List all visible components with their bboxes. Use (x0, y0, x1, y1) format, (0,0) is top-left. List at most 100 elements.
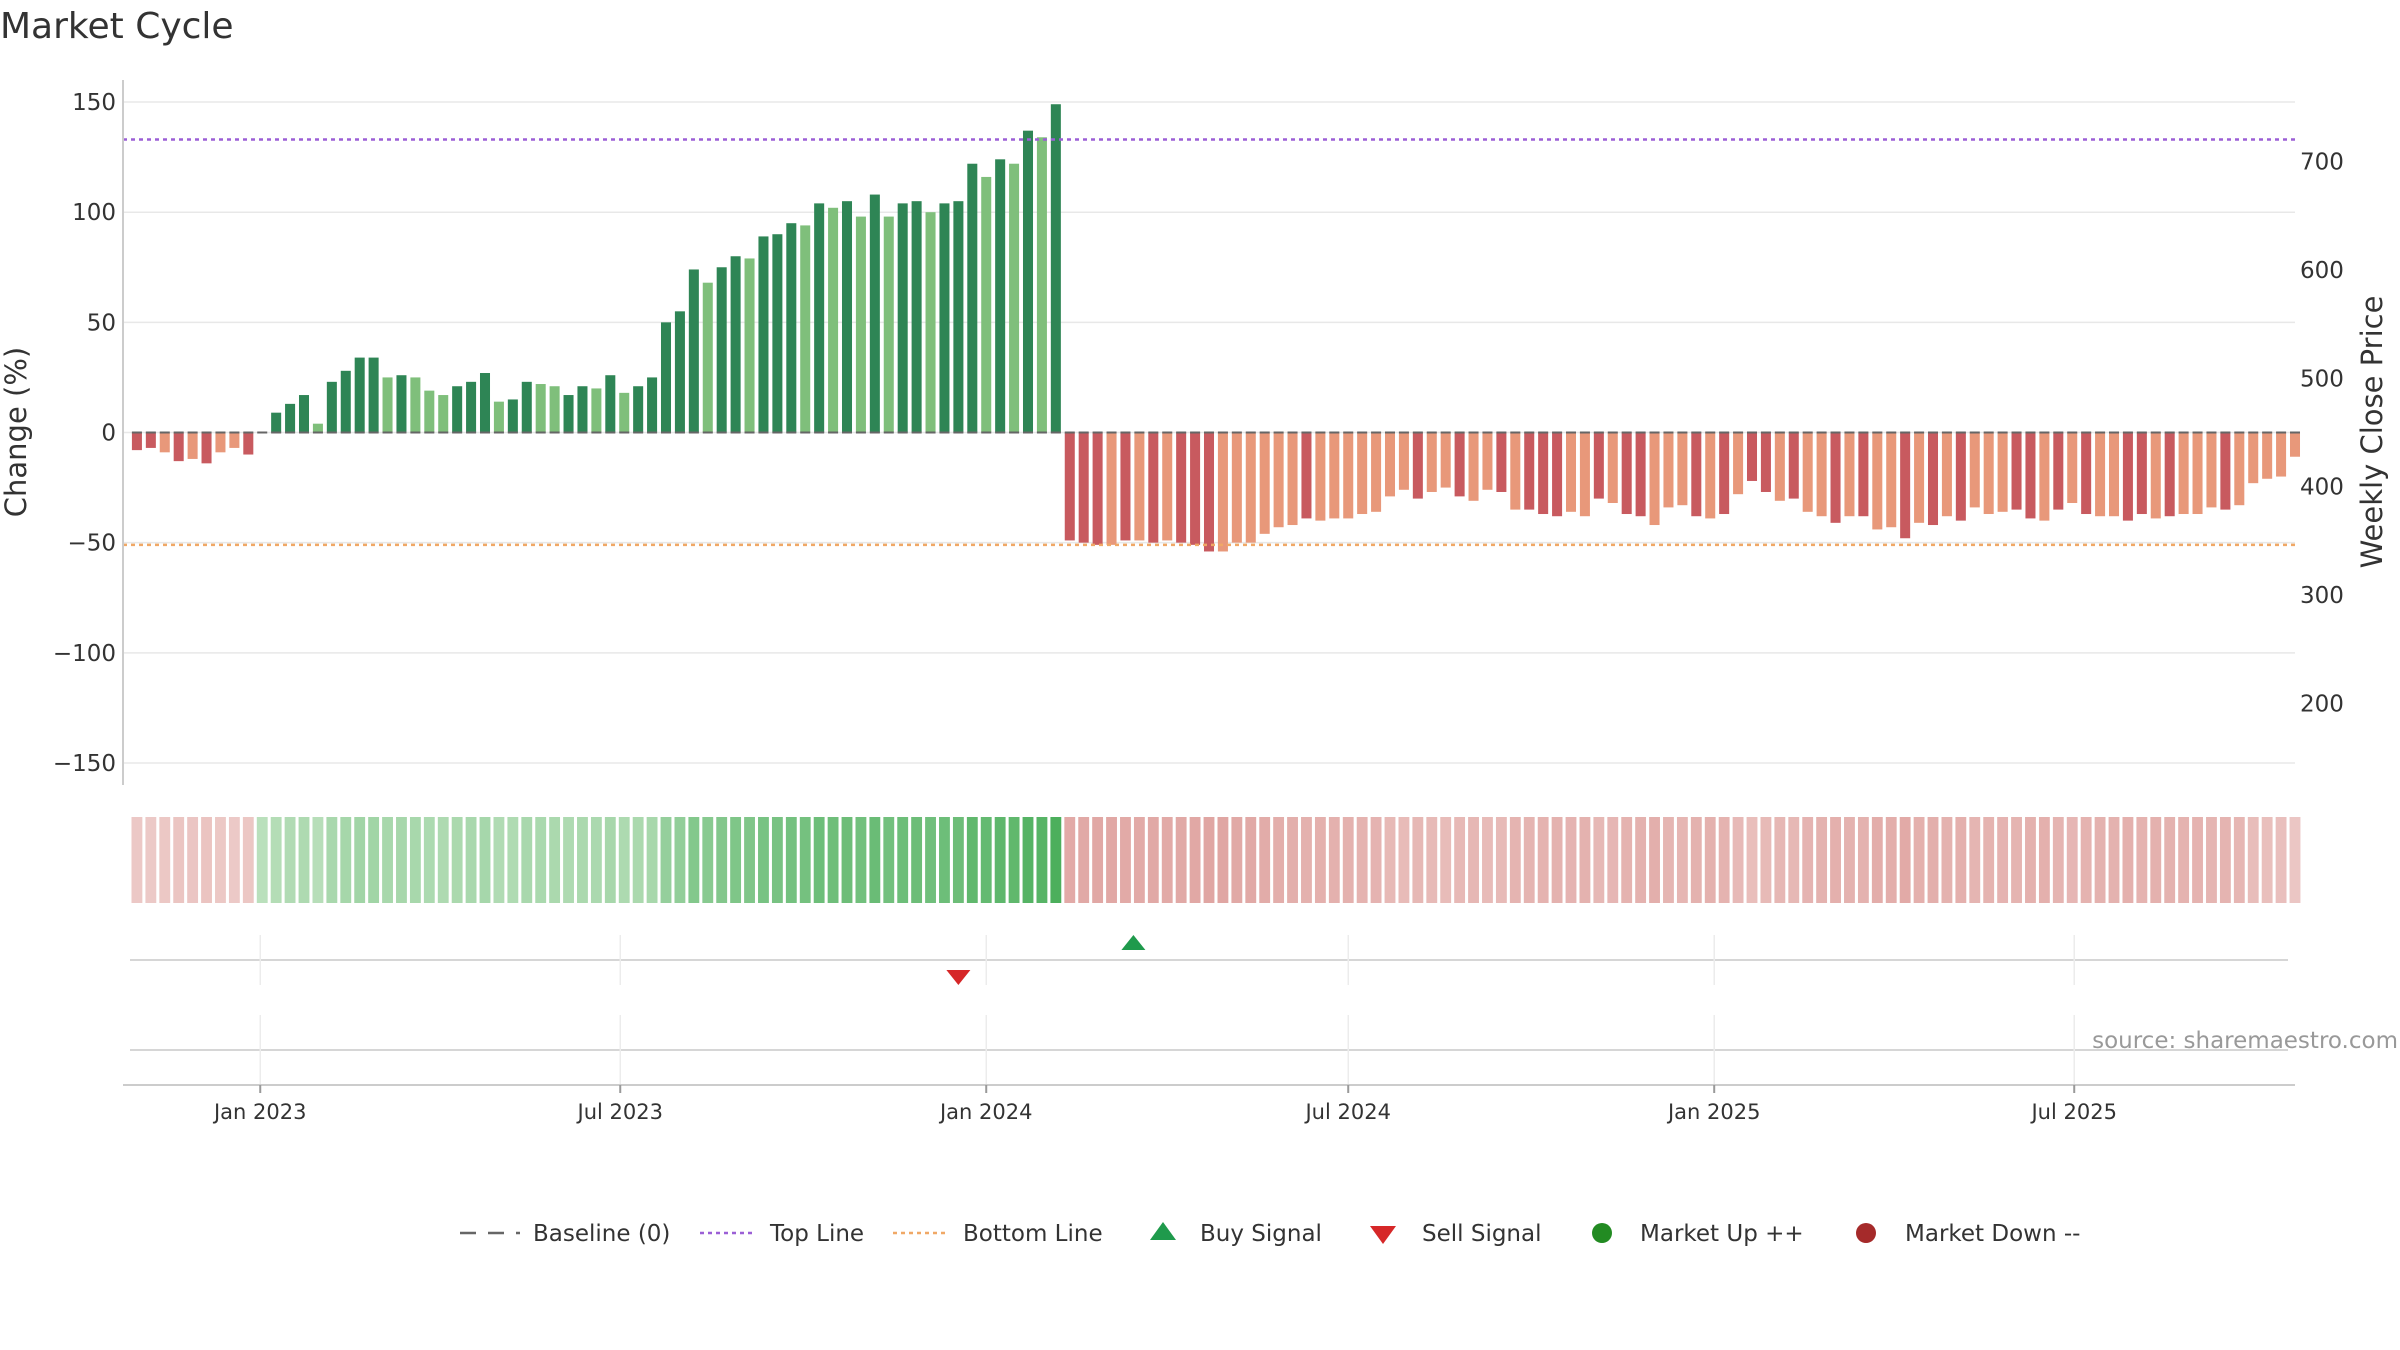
heat-cell (437, 817, 449, 903)
bar (2178, 432, 2189, 515)
bar (1412, 432, 1423, 499)
heat-cell (952, 817, 964, 903)
heat-cell (1927, 817, 1939, 903)
heat-cell (215, 817, 226, 903)
heat-cell (1774, 817, 1786, 903)
sell-signal-marker (946, 970, 971, 985)
bar (1273, 432, 1284, 528)
buy-signal-marker (1121, 935, 1146, 950)
bar (2053, 432, 2064, 510)
heat-cell (939, 817, 950, 903)
bar (1788, 432, 1799, 499)
heat-cell (2052, 817, 2064, 903)
heat-cell (451, 817, 463, 903)
bar (1997, 432, 2008, 512)
heat-cell (368, 817, 380, 903)
bar (883, 216, 894, 433)
bar (549, 386, 560, 433)
heat-cell (1426, 817, 1438, 903)
bar (1203, 432, 1215, 552)
heat-cell (646, 817, 658, 903)
heat-cell (256, 817, 268, 903)
bar (814, 203, 825, 433)
heat-cell (1106, 817, 1117, 903)
heat-cell (187, 817, 199, 903)
heat-cell (799, 817, 811, 903)
heat-cell (771, 817, 783, 903)
y2-tick-label: 600 (2300, 258, 2344, 284)
heat-cell (1537, 817, 1549, 903)
legend-item-mup: Market Up ++ (1592, 1221, 1804, 1247)
bar (312, 423, 323, 433)
heat-cell (173, 817, 185, 903)
legend-label: Market Down -- (1905, 1221, 2080, 1247)
bar (800, 225, 811, 433)
bar (1120, 432, 1131, 541)
bar (2095, 432, 2106, 517)
legend-label: Baseline (0) (533, 1221, 670, 1247)
heat-cell (2011, 817, 2022, 903)
chart-title: Market Cycle (0, 6, 234, 47)
bar (1886, 432, 1897, 528)
bar (855, 216, 866, 433)
heat-cell (2192, 817, 2203, 903)
legend-item-top: Top Line (700, 1221, 864, 1247)
heat-cell (507, 817, 519, 903)
heat-cell (758, 817, 769, 903)
bar (1134, 432, 1145, 541)
threshold-lines (123, 138, 2301, 547)
bar (2248, 432, 2259, 484)
y2-tick-label: 400 (2300, 475, 2344, 501)
bar (493, 401, 504, 433)
heat-cell (2289, 817, 2301, 903)
heat-cell (1064, 817, 1076, 903)
heat-cell (2178, 817, 2190, 903)
bar (744, 258, 755, 433)
bars-layer (131, 104, 2301, 552)
bar (1245, 432, 1256, 543)
circle-icon (1856, 1223, 1876, 1243)
bar (1148, 432, 1159, 543)
heat-cell (1370, 817, 1382, 903)
bar (285, 403, 296, 433)
bar (716, 267, 727, 433)
legend: Baseline (0) Top Line Bottom Line Buy Signa… (460, 1221, 2080, 1247)
bar (786, 223, 797, 433)
heat-cell (1802, 817, 1814, 903)
bar (215, 432, 226, 453)
bar (521, 381, 532, 433)
heat-cell (1857, 817, 1869, 903)
bar (229, 432, 240, 448)
bar (1872, 432, 1883, 530)
heat-cell (2080, 817, 2092, 903)
heat-cell (479, 817, 491, 903)
bar (410, 377, 421, 433)
heat-cell (521, 817, 533, 903)
heat-cell (1161, 817, 1173, 903)
legend-label: Bottom Line (963, 1221, 1103, 1247)
heat-strip (131, 817, 2301, 903)
bar (452, 386, 463, 433)
heat-cell (2025, 817, 2036, 903)
bar (1454, 432, 1465, 497)
heat-cell (2108, 817, 2120, 903)
bar (1482, 432, 1493, 490)
bar (1064, 432, 1075, 541)
bar (2192, 432, 2203, 515)
heat-cell (382, 817, 393, 903)
heat-cell (2219, 817, 2231, 903)
bar (1510, 432, 1521, 510)
heat-cell (1704, 817, 1716, 903)
heat-cell (1203, 817, 1215, 903)
heat-cell (590, 817, 602, 903)
bar (1468, 432, 1479, 501)
y-tick-label: −100 (53, 641, 116, 667)
bar (159, 432, 170, 453)
bar (577, 386, 588, 433)
heat-cell (911, 817, 923, 903)
heat-cell (1621, 817, 1633, 903)
triangle-down-icon (1370, 1226, 1396, 1244)
y2-tick-label: 300 (2300, 583, 2344, 609)
x-tick-label: Jul 2023 (576, 1100, 663, 1124)
